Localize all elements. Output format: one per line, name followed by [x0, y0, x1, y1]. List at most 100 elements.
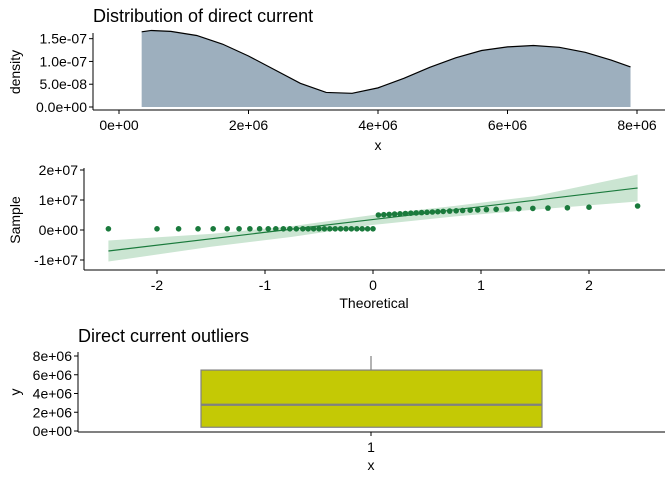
qq-point: [305, 226, 312, 232]
qq-x-axis-label: Theoretical: [339, 295, 408, 311]
qq-y-tick-label: -1e+07: [34, 252, 78, 268]
qq-point: [516, 205, 522, 212]
density-panel: Distribution of direct current 0e+00 2e+0…: [7, 6, 665, 153]
qq-point: [287, 226, 293, 232]
qq-point: [474, 207, 481, 213]
qq-point: [467, 207, 474, 213]
qq-point: [321, 226, 328, 232]
qq-point: [293, 226, 300, 232]
qq-point: [459, 207, 466, 214]
qq-points-layer: [105, 203, 641, 232]
density-x-tick-label: 4e+06: [358, 117, 398, 133]
qq-point: [483, 206, 490, 213]
qq-panel: -2 -1 0 1 2 -1e+07 0e+00 1e+07 2e+07 Theoretica…: [7, 162, 665, 311]
qq-point: [316, 226, 322, 232]
density-x-tick-label: 6e+06: [488, 117, 528, 133]
qq-point: [418, 209, 425, 216]
qq-point: [429, 209, 436, 215]
qq-point: [224, 226, 230, 232]
boxplot-x-axis-label: x: [368, 457, 375, 473]
qq-point: [530, 205, 536, 212]
qq-x-ticks: -2 -1 0 1 2: [151, 270, 593, 293]
qq-point: [446, 208, 453, 214]
qq-point: [564, 205, 571, 211]
qq-y-tick-label: 1e+07: [39, 192, 79, 208]
qq-point: [440, 208, 447, 215]
qq-x-tick-label: 1: [477, 277, 485, 293]
qq-point: [453, 208, 459, 214]
qq-y-tick-label: 2e+07: [39, 162, 79, 178]
qq-point: [424, 209, 430, 216]
density-chart-title: Distribution of direct current: [93, 6, 313, 26]
boxplot-x-tick-label: 1: [367, 439, 375, 455]
qq-confidence-band-layer: [108, 174, 638, 262]
qq-y-tick-label: 0e+00: [39, 222, 79, 238]
qq-x-tick-label: -2: [151, 277, 164, 293]
density-y-tick-label: 0.0e+00: [36, 99, 87, 115]
density-x-axis-label: x: [375, 137, 382, 153]
qq-point: [280, 226, 287, 232]
density-x-ticks: 0e+00 2e+06 4e+06 6e+06 8e+06: [99, 110, 657, 133]
qq-point: [236, 226, 242, 232]
qq-x-tick-label: -1: [259, 277, 272, 293]
qq-point: [413, 210, 420, 216]
qq-point: [195, 226, 201, 232]
qq-reference-line: [108, 187, 638, 252]
qq-point: [337, 226, 344, 232]
boxplot-panel: Direct current outliers 1 0e+00 2e+06 4e+0…: [7, 326, 665, 473]
qq-point: [332, 226, 339, 232]
boxplot-chart-title: Direct current outliers: [78, 326, 249, 346]
boxplot-y-axis-label: y: [7, 389, 23, 396]
qq-point: [391, 211, 398, 217]
qq-x-tick-label: 2: [585, 277, 593, 293]
qq-point: [408, 210, 414, 216]
qq-point: [354, 226, 360, 232]
density-area: [141, 30, 631, 107]
qq-confidence-band: [108, 174, 638, 262]
boxplot-y-tick-label: 2e+06: [33, 404, 73, 420]
qq-point: [265, 226, 272, 232]
boxplot-y-ticks: 0e+00 2e+06 4e+06 6e+06 8e+06: [33, 348, 78, 439]
qq-point: [256, 226, 263, 232]
qq-point: [370, 226, 376, 232]
density-y-tick-label: 5.0e-08: [40, 76, 88, 92]
qq-point: [210, 226, 216, 232]
density-x-tick-label: 0e+00: [99, 117, 139, 133]
qq-y-ticks: -1e+07 0e+00 1e+07 2e+07: [34, 162, 84, 268]
qq-point: [310, 226, 317, 232]
qq-point: [545, 205, 551, 211]
qq-reference-line-layer: [108, 187, 638, 252]
qq-point: [375, 212, 382, 218]
density-x-tick-label: 2e+06: [229, 117, 269, 133]
qq-point: [586, 204, 592, 210]
qq-point: [634, 203, 641, 209]
qq-point: [348, 226, 355, 232]
qq-point: [364, 226, 371, 232]
qq-point: [273, 226, 279, 232]
qq-point: [359, 226, 366, 232]
qq-point: [105, 226, 112, 232]
boxplot-box: [200, 369, 543, 428]
qq-point: [381, 211, 387, 218]
qq-point: [247, 226, 253, 232]
qq-point: [386, 211, 393, 218]
density-line: [141, 29, 631, 94]
qq-point: [154, 226, 160, 232]
density-y-tick-label: 1.5e-07: [40, 31, 88, 47]
qq-point: [343, 226, 349, 232]
qq-point: [435, 208, 441, 215]
qq-point: [504, 206, 510, 212]
boxplot-y-tick-label: 4e+06: [33, 386, 73, 402]
qq-point: [397, 211, 403, 217]
boxplot-y-tick-label: 8e+06: [33, 348, 73, 364]
qq-point: [300, 226, 306, 232]
qq-point: [402, 210, 409, 217]
density-y-tick-label: 1.0e-07: [40, 53, 88, 69]
qq-x-tick-label: 0: [369, 277, 377, 293]
density-y-ticks: 0.0e+00 5.0e-08 1.0e-07 1.5e-07: [36, 31, 93, 115]
boxplot-y-tick-label: 0e+00: [33, 423, 73, 439]
density-y-axis-label: density: [7, 50, 23, 94]
boxplot-layer: [200, 356, 543, 428]
density-area-layer: [141, 29, 631, 107]
